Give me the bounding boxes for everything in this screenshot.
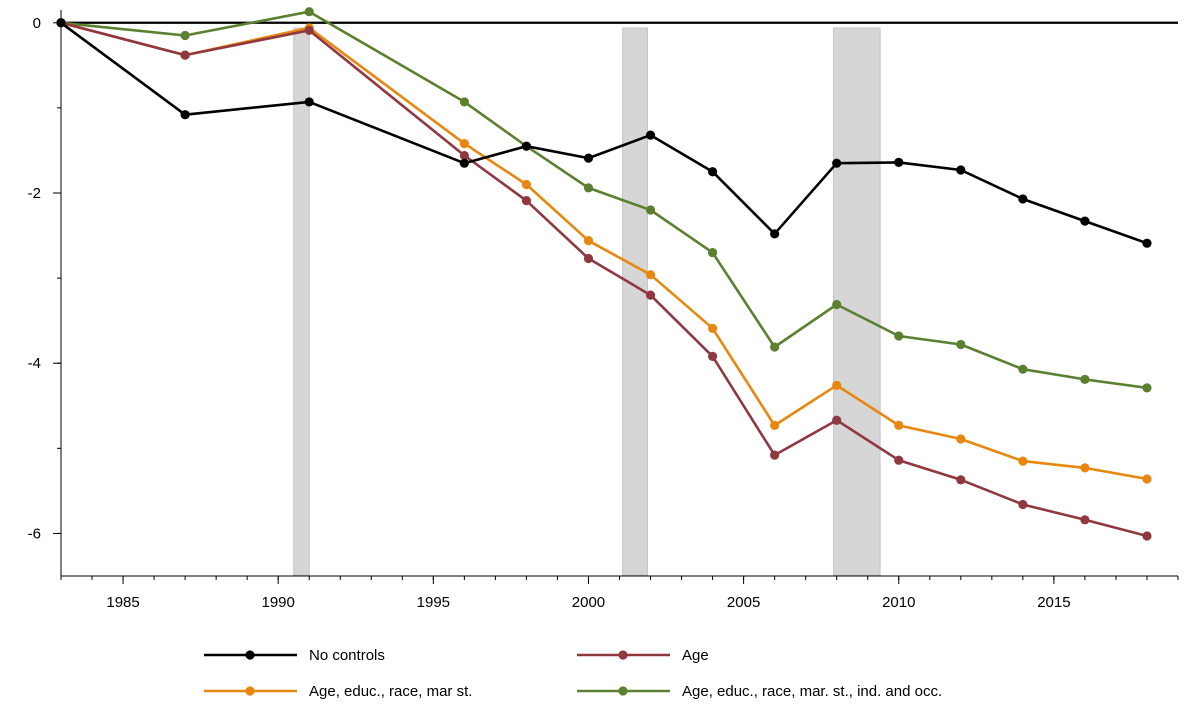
series-point xyxy=(707,351,718,362)
series-point xyxy=(1018,364,1028,374)
legend-marker xyxy=(618,650,628,660)
series-point xyxy=(583,253,594,264)
series-line xyxy=(60,21,1148,538)
series-point xyxy=(304,97,314,107)
legend: No controls Age Age, educ., race, mar st. A… xyxy=(204,647,942,700)
series-4 xyxy=(56,7,1152,393)
series-point xyxy=(770,450,780,460)
legend-label: Age, educ., race, mar st. xyxy=(309,683,472,700)
series-layer xyxy=(56,7,1152,541)
legend-marker xyxy=(245,686,255,696)
series-point xyxy=(956,475,966,485)
series-1 xyxy=(56,18,1152,248)
series-point xyxy=(1142,531,1152,541)
series-3 xyxy=(56,18,1152,484)
series-point xyxy=(894,157,904,167)
series-point xyxy=(180,110,190,120)
x-tick-label: 1995 xyxy=(417,594,450,611)
series-line xyxy=(60,10,1148,390)
series-point xyxy=(707,167,718,177)
series-point xyxy=(304,7,314,17)
series-point xyxy=(645,290,656,300)
series-point xyxy=(894,455,904,465)
series-point xyxy=(180,50,190,60)
series-point xyxy=(770,342,780,352)
series-point xyxy=(1142,238,1152,248)
y-tick-label: -4 xyxy=(28,355,41,372)
series-point xyxy=(832,158,842,168)
series-point xyxy=(521,141,532,151)
series-point xyxy=(832,415,842,425)
x-tick-label: 1990 xyxy=(262,594,295,611)
series-point xyxy=(583,183,594,193)
series-point xyxy=(645,270,656,280)
series-point xyxy=(956,165,966,175)
legend-item-3: Age, educ., race, mar st. xyxy=(204,683,472,700)
series-point xyxy=(894,420,904,430)
legend-label: Age xyxy=(682,647,709,664)
series-point xyxy=(956,339,966,350)
series-point xyxy=(1080,515,1090,525)
x-tick-label: 1985 xyxy=(106,594,139,611)
series-line xyxy=(60,21,1148,245)
series-point xyxy=(894,331,904,341)
series-point xyxy=(56,18,66,28)
y-tick-label: 0 xyxy=(33,15,41,32)
x-tick-label: 2015 xyxy=(1037,594,1070,611)
series-point xyxy=(832,380,842,390)
legend-marker xyxy=(618,686,628,696)
axes: 1985 1990 1995 2000 2005 2010 2015 0 -2 -4 -6 xyxy=(28,10,1179,611)
series-point xyxy=(707,323,718,333)
series-point xyxy=(459,139,469,149)
series-point xyxy=(1142,474,1152,484)
series-point xyxy=(459,158,469,168)
series-point xyxy=(1080,216,1090,226)
x-tick-label: 2005 xyxy=(727,594,760,611)
series-point xyxy=(1142,383,1152,393)
x-tick-label: 2000 xyxy=(572,594,605,611)
legend-item-4: Age, educ., race, mar. st., ind. and occ… xyxy=(577,683,942,700)
legend-item-2: Age xyxy=(577,647,709,664)
legend-marker xyxy=(245,650,255,660)
legend-item-1: No controls xyxy=(204,647,385,664)
series-point xyxy=(459,150,469,161)
recession-band-3 xyxy=(833,27,881,576)
series-point xyxy=(770,229,780,239)
series-point xyxy=(459,97,469,107)
series-point xyxy=(521,179,532,190)
series-point xyxy=(770,420,780,430)
series-point xyxy=(583,153,594,163)
recession-band-2 xyxy=(622,27,648,576)
series-point xyxy=(583,236,594,246)
series-point xyxy=(645,130,656,140)
series-point xyxy=(1018,499,1028,510)
legend-label: No controls xyxy=(309,647,385,664)
series-point xyxy=(1018,194,1028,204)
series-point xyxy=(1080,463,1090,473)
series-2 xyxy=(56,18,1152,541)
series-point xyxy=(304,25,314,36)
series-point xyxy=(1080,374,1090,384)
y-tick-label: -2 xyxy=(28,185,41,202)
y-tick-label: -6 xyxy=(28,525,41,542)
series-point xyxy=(956,434,966,444)
series-point xyxy=(832,299,842,310)
legend-label: Age, educ., race, mar. st., ind. and occ… xyxy=(682,683,942,700)
series-point xyxy=(707,247,718,258)
x-tick-label: 2010 xyxy=(882,594,915,611)
recession-band-1 xyxy=(293,27,310,576)
series-point xyxy=(180,30,190,41)
series-point xyxy=(521,196,532,206)
series-line xyxy=(60,21,1148,481)
series-point xyxy=(645,205,656,215)
series-point xyxy=(1018,456,1028,466)
recession-shading-layer xyxy=(293,27,881,576)
